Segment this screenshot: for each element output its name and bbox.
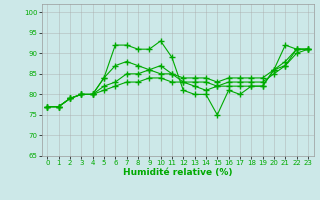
X-axis label: Humidité relative (%): Humidité relative (%)	[123, 168, 232, 177]
